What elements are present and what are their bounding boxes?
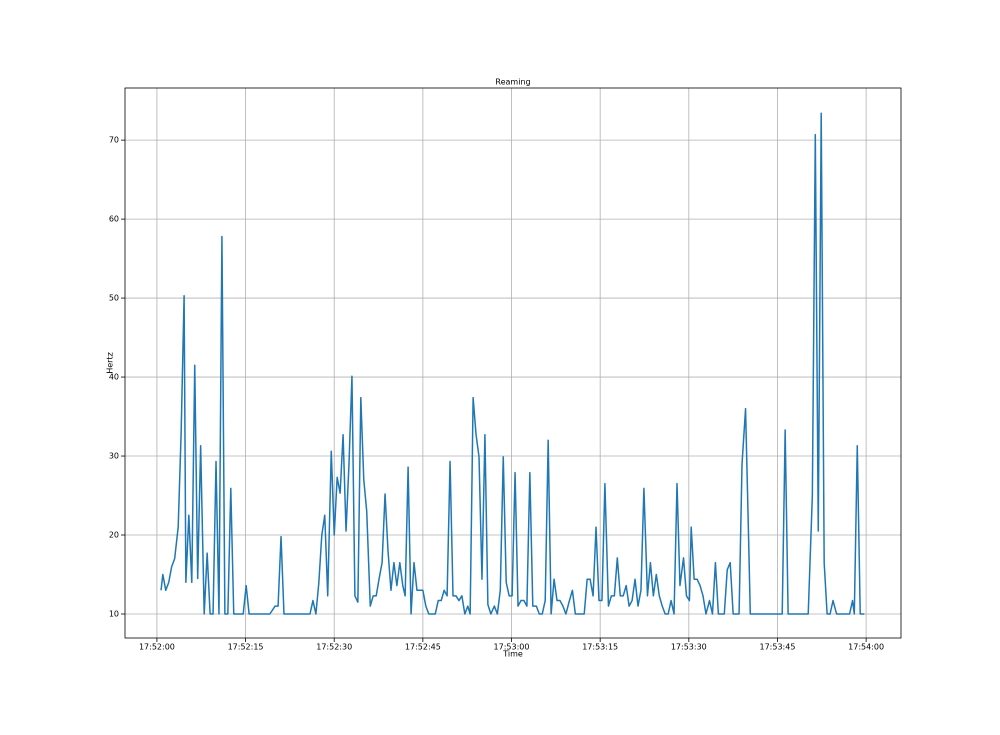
x-tick-label: 17:53:00 [494, 643, 530, 652]
data-line [160, 112, 865, 615]
y-tick-label: 50 [109, 294, 119, 303]
x-tick-label: 17:52:45 [405, 643, 441, 652]
x-axis-label: Time [502, 650, 523, 659]
y-tick-label: 30 [109, 452, 119, 461]
x-tick-label: 17:53:45 [760, 643, 796, 652]
y-tick-label: 10 [109, 609, 119, 618]
y-tick-label: 40 [109, 373, 119, 382]
y-axis-label: Hertz [106, 352, 115, 374]
y-tick-label: 70 [109, 136, 119, 145]
x-tick-label: 17:52:15 [228, 643, 264, 652]
axes-frame [124, 87, 902, 639]
y-tick-label: 20 [109, 531, 119, 540]
y-tick-label: 60 [109, 215, 119, 224]
x-tick-label: 17:52:30 [316, 643, 352, 652]
x-tick-label: 17:53:15 [582, 643, 618, 652]
chart-title: Reaming [495, 78, 530, 87]
x-tick-label: 17:54:00 [848, 643, 884, 652]
x-tick-label: 17:53:30 [671, 643, 707, 652]
x-tick-label: 17:52:00 [139, 643, 175, 652]
